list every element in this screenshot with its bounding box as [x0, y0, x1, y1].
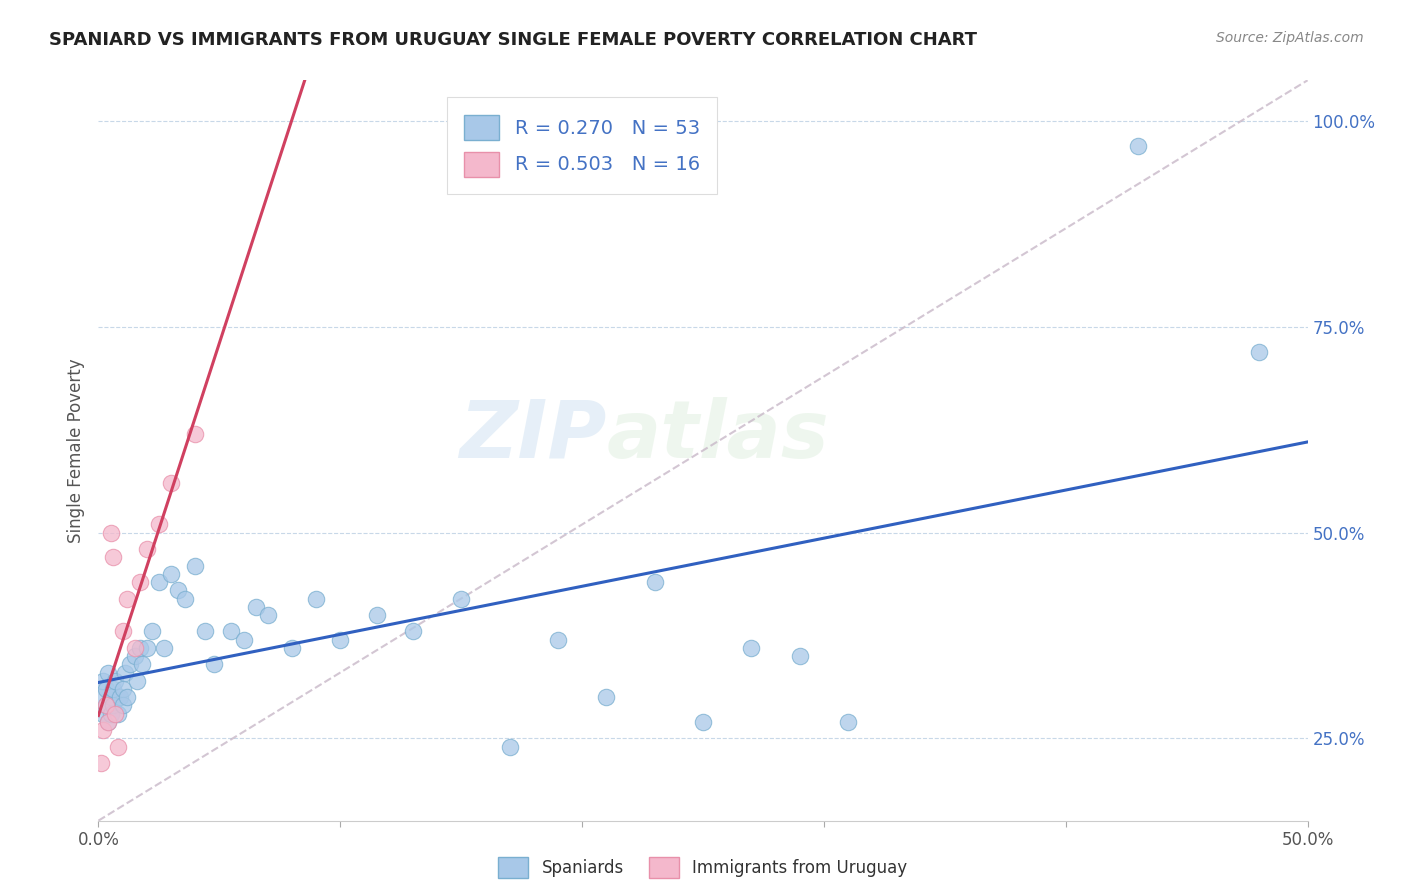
- Point: [100, 706, 122, 721]
- Point: [245, 599, 267, 614]
- Point: [135, 640, 157, 655]
- Point: [100, 525, 122, 540]
- Point: [107, 706, 129, 721]
- Y-axis label: Single Female Poverty: Single Female Poverty: [66, 359, 84, 542]
- Point: [117, 690, 139, 705]
- Point: [97, 714, 120, 729]
- Point: [184, 558, 207, 573]
- Point: [124, 649, 146, 664]
- Point: [160, 476, 183, 491]
- Point: [111, 624, 134, 639]
- Point: [117, 591, 139, 606]
- Point: [366, 607, 388, 622]
- Point: [837, 714, 859, 729]
- Point: [97, 714, 120, 729]
- Point: [101, 681, 124, 696]
- Point: [402, 624, 425, 639]
- Point: [131, 657, 153, 672]
- Point: [204, 657, 226, 672]
- Legend: Spaniards, Immigrants from Uruguay: Spaniards, Immigrants from Uruguay: [491, 848, 915, 887]
- Point: [692, 714, 714, 729]
- Point: [127, 673, 149, 688]
- Point: [94, 698, 117, 713]
- Point: [91, 673, 114, 688]
- Point: [1128, 139, 1150, 153]
- Point: [281, 640, 304, 655]
- Point: [91, 723, 114, 738]
- Point: [97, 665, 120, 680]
- Point: [118, 657, 141, 672]
- Point: [94, 698, 117, 713]
- Text: atlas: atlas: [606, 397, 830, 475]
- Point: [101, 698, 124, 713]
- Point: [107, 739, 129, 754]
- Point: [148, 575, 170, 590]
- Point: [100, 690, 122, 705]
- Point: [104, 673, 127, 688]
- Point: [595, 690, 617, 705]
- Point: [101, 550, 124, 565]
- Point: [1249, 344, 1271, 359]
- Text: SPANIARD VS IMMIGRANTS FROM URUGUAY SINGLE FEMALE POVERTY CORRELATION CHART: SPANIARD VS IMMIGRANTS FROM URUGUAY SING…: [49, 31, 977, 49]
- Point: [108, 690, 131, 705]
- Point: [135, 542, 157, 557]
- Point: [789, 649, 811, 664]
- Point: [111, 698, 134, 713]
- Point: [124, 640, 146, 655]
- Point: [160, 566, 183, 581]
- Point: [128, 575, 150, 590]
- Point: [221, 624, 243, 639]
- Point: [256, 607, 278, 622]
- Point: [329, 632, 352, 647]
- Point: [305, 591, 328, 606]
- Point: [232, 632, 254, 647]
- Point: [167, 583, 190, 598]
- Point: [174, 591, 197, 606]
- Text: Source: ZipAtlas.com: Source: ZipAtlas.com: [1216, 31, 1364, 45]
- Point: [141, 624, 163, 639]
- Point: [148, 517, 170, 532]
- Point: [91, 706, 114, 721]
- Point: [740, 640, 762, 655]
- Legend: R = 0.270   N = 53, R = 0.503   N = 16: R = 0.270 N = 53, R = 0.503 N = 16: [447, 97, 717, 194]
- Point: [111, 681, 134, 696]
- Point: [152, 640, 174, 655]
- Point: [94, 681, 117, 696]
- Point: [90, 690, 112, 705]
- Point: [194, 624, 217, 639]
- Point: [450, 591, 472, 606]
- Point: [114, 665, 136, 680]
- Point: [90, 756, 112, 770]
- Point: [644, 575, 666, 590]
- Text: ZIP: ZIP: [458, 397, 606, 475]
- Point: [104, 706, 127, 721]
- Point: [498, 739, 520, 754]
- Point: [547, 632, 569, 647]
- Point: [128, 640, 150, 655]
- Point: [184, 427, 207, 442]
